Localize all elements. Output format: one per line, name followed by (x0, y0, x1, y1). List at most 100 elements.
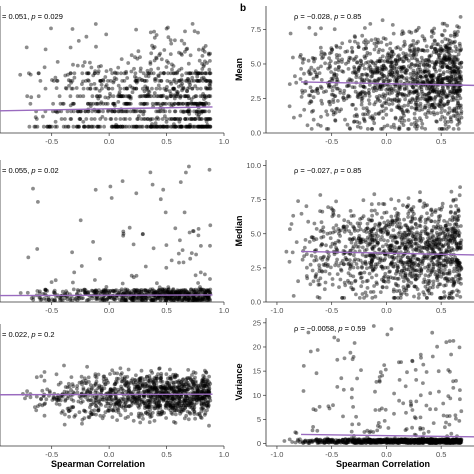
scatter-point (379, 40, 384, 45)
scatter-point (346, 83, 350, 88)
scatter-point (341, 70, 346, 74)
scatter-point (177, 101, 182, 106)
scatter-point (146, 124, 151, 129)
scatter-point (300, 257, 305, 262)
scatter-point (54, 86, 59, 90)
scatter-point (138, 390, 143, 395)
scatter-point (138, 124, 142, 129)
scatter-point (440, 205, 445, 210)
scatter-point (59, 109, 64, 114)
scatter-point (415, 95, 420, 100)
scatter-point (149, 395, 154, 399)
scatter-point (346, 94, 350, 99)
scatter-point (355, 221, 360, 226)
scatter-point (110, 415, 115, 419)
scatter-point (115, 71, 120, 76)
x-tick-label: -1.0 (270, 306, 283, 315)
scatter-point (133, 79, 138, 83)
scatter-point (193, 71, 198, 76)
scatter-point (180, 298, 184, 302)
scatter-point (440, 126, 444, 131)
scatter-point (371, 253, 375, 257)
scatter-point (102, 380, 106, 384)
scatter-point (176, 288, 181, 293)
scatter-point (116, 376, 121, 381)
scatter-point (140, 232, 145, 237)
scatter-point (75, 288, 80, 292)
scatter-point (194, 94, 199, 99)
scatter-point (369, 262, 373, 266)
scatter-point (414, 102, 419, 107)
scatter-point (429, 74, 434, 79)
scatter-point (88, 398, 93, 402)
scatter-point (424, 255, 428, 260)
scatter-point (423, 220, 428, 225)
scatter-point (429, 97, 433, 102)
scatter-point (450, 71, 454, 76)
scatter-point (154, 403, 159, 408)
scatter-point (425, 240, 429, 244)
scatter-point (434, 59, 439, 64)
scatter-point (426, 216, 431, 221)
scatter-point (182, 296, 187, 301)
scatter-point (152, 400, 157, 405)
scatter-point (414, 88, 419, 93)
scatter-point (379, 87, 384, 91)
scatter-point (102, 298, 106, 302)
scatter-point (118, 124, 123, 129)
scatter-point (34, 408, 39, 413)
scatter-point (106, 86, 111, 91)
scatter-point (134, 273, 139, 278)
scatter-point (195, 387, 200, 392)
scatter-point (97, 89, 102, 93)
scatter-point (165, 400, 170, 405)
scatter-point (401, 93, 405, 98)
scatter-point (176, 400, 181, 405)
scatter-point (175, 117, 180, 121)
scatter-point (445, 76, 449, 80)
scatter-point (334, 53, 339, 57)
scatter-point (179, 395, 184, 399)
scatter-point (114, 122, 118, 127)
scatter-point (201, 405, 205, 410)
scatter-point (451, 58, 456, 62)
scatter-point (52, 395, 56, 400)
scatter-point (342, 98, 346, 102)
scatter-point (304, 274, 309, 278)
scatter-point (445, 65, 449, 69)
scatter-point (327, 272, 332, 276)
scatter-point (190, 380, 195, 384)
scatter-point (395, 72, 399, 76)
scatter-point (142, 89, 147, 94)
scatter-point (434, 62, 438, 67)
scatter-point (334, 246, 338, 250)
scatter-point (403, 240, 408, 245)
scatter-point (87, 297, 92, 302)
scatter-point (349, 285, 354, 290)
scatter-point (388, 243, 393, 248)
scatter-point (75, 386, 79, 391)
scatter-point (68, 298, 73, 302)
scatter-point (177, 398, 182, 403)
scatter-point (387, 88, 392, 92)
scatter-point (78, 109, 83, 114)
scatter-point (373, 208, 377, 213)
scatter-point (426, 269, 430, 273)
scatter-point (43, 401, 47, 406)
scatter-point (119, 298, 124, 302)
scatter-point (175, 385, 180, 390)
scatter-point (388, 72, 393, 77)
scatter-point (175, 402, 180, 407)
scatter-point (123, 101, 128, 106)
scatter-point (173, 290, 178, 295)
scatter-point (200, 61, 205, 66)
scatter-point (24, 45, 29, 50)
scatter-point (454, 221, 458, 226)
scatter-point (415, 79, 419, 84)
scatter-point (366, 40, 370, 44)
scatter-point (429, 219, 434, 224)
scatter-point (146, 291, 151, 295)
scatter-point (405, 237, 410, 242)
scatter-point (200, 71, 205, 76)
scatter-point (388, 245, 392, 250)
